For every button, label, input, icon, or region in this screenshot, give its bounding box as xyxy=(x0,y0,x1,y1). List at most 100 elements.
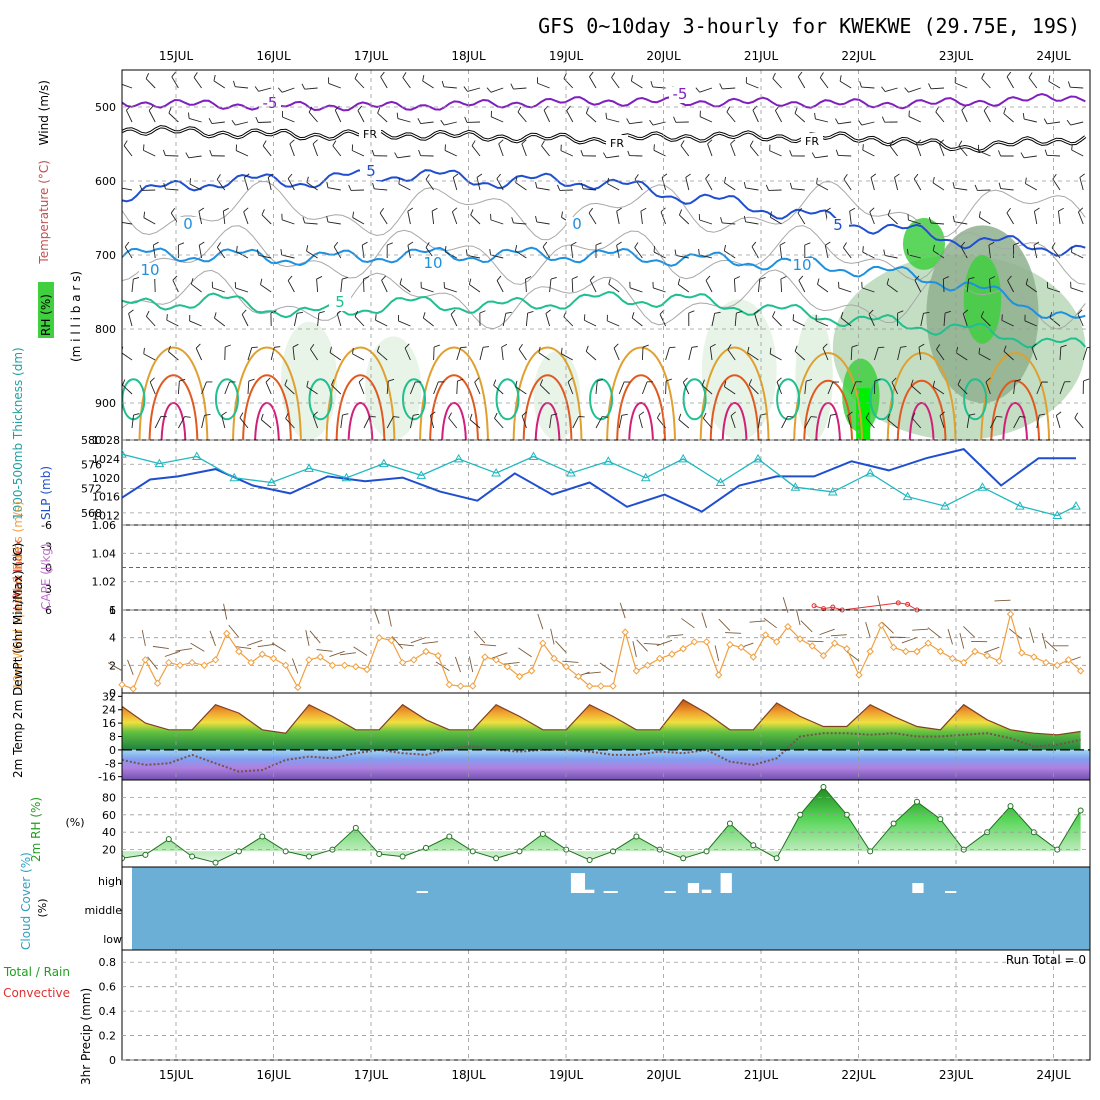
wind-barb xyxy=(682,382,690,395)
contour-label-bg xyxy=(177,217,199,233)
panel-frame xyxy=(121,949,1091,1061)
wind-barb xyxy=(679,214,690,225)
wind-barb-feather xyxy=(862,246,864,253)
wind-barb-feather xyxy=(798,275,804,281)
precip-panel: 0 0.2 0.4 0.6 0.8 xyxy=(99,949,1091,1067)
wind-barb-feather xyxy=(989,276,996,280)
wind10m-barb xyxy=(410,637,427,644)
wind-barb-feather xyxy=(881,116,886,123)
temperature-contour-bubble xyxy=(402,378,427,421)
wind-barb xyxy=(1047,121,1061,125)
bottom-date-label: 18JUL xyxy=(451,1068,486,1082)
cloud-gap xyxy=(945,891,957,893)
wind-barb xyxy=(652,121,666,126)
cape-line xyxy=(813,602,918,611)
wind-barb xyxy=(536,187,550,191)
top-date-labels: 15JUL 16JUL 17JUL 18JUL 19JUL 20JUL 21JUL 22JUL… xyxy=(159,49,1071,63)
wind-barb xyxy=(331,384,342,395)
wind10m-point xyxy=(574,672,583,681)
temp-axis-labels: 2m Temp 2m DewPt (6hr Min/Max) (°C) xyxy=(11,543,25,778)
wind-barb xyxy=(733,278,736,293)
wind10m-barb xyxy=(271,642,286,652)
wind-barb xyxy=(1070,287,1084,293)
wind-barb-feather xyxy=(231,119,236,126)
wind-barb-feather xyxy=(1020,152,1025,159)
wind-barb-feather xyxy=(163,183,166,190)
wind-barb-feather xyxy=(133,413,140,416)
wind-barb xyxy=(354,78,365,89)
wind10m-point xyxy=(328,661,337,670)
wind-barb-feather xyxy=(980,311,985,318)
wind-barb xyxy=(887,419,898,429)
wind-barb-feather xyxy=(870,173,877,178)
wind-barb-feather xyxy=(539,379,544,386)
wind10m-point xyxy=(913,647,921,656)
wind-barb xyxy=(838,287,852,293)
wind-barb-feather xyxy=(444,245,447,253)
wind10m-point xyxy=(515,672,524,681)
y-tick-label: 2 xyxy=(109,659,116,672)
wind10m-point xyxy=(1064,656,1073,664)
wind-barb-feather xyxy=(515,380,518,387)
wind-barb xyxy=(966,279,970,293)
wind-barb-feather xyxy=(372,182,375,189)
wind-barb-feather xyxy=(399,278,403,285)
wind-barb-feather xyxy=(650,81,654,88)
wind-barb xyxy=(168,112,179,123)
wind-barb xyxy=(261,214,272,225)
wind-barb-feather xyxy=(357,105,363,111)
wind-barb-feather xyxy=(190,278,194,285)
wind-barb xyxy=(1001,319,1014,327)
wind10m-barb xyxy=(619,602,626,619)
rh-point xyxy=(235,848,242,855)
temperature-contour xyxy=(122,92,1086,112)
wind10m-point xyxy=(995,657,1003,665)
wind-barb-feather xyxy=(607,177,609,184)
rh-contour xyxy=(122,225,1086,285)
thickness-line xyxy=(122,447,1076,513)
wind-barb xyxy=(960,246,968,259)
contour-label: FR xyxy=(805,135,819,148)
panel-frame xyxy=(121,609,1091,694)
y-tick-label-right: 1024 xyxy=(92,453,120,466)
wind-barb xyxy=(827,381,834,395)
rh-point xyxy=(726,820,733,827)
wind-barb xyxy=(954,221,968,225)
wind-barb xyxy=(884,255,898,259)
slp-point xyxy=(266,477,277,486)
wind-barb-feather xyxy=(1019,416,1026,418)
wind10m-barb xyxy=(247,639,263,646)
wind-barb xyxy=(177,381,180,395)
temperature-contour-bubble xyxy=(963,378,988,421)
wind10m-barb xyxy=(681,618,695,629)
wind-barb xyxy=(839,80,852,89)
wind-barb xyxy=(936,349,945,361)
wind-barb xyxy=(469,284,481,293)
wind-barb-feather xyxy=(494,412,498,419)
wind-barb-feather xyxy=(510,83,514,90)
wind10m-point xyxy=(1018,649,1026,657)
wind-barb-feather xyxy=(810,416,817,418)
wind-barb xyxy=(1082,347,1088,361)
wind-barb xyxy=(513,222,527,225)
wind-barb xyxy=(869,211,875,225)
wind-barb xyxy=(774,110,782,123)
wind10m-barb xyxy=(391,636,403,649)
wind-barb xyxy=(589,280,597,293)
wind-barb-feather xyxy=(1078,207,1084,213)
wind-barb xyxy=(235,287,249,293)
wind-barb-feather xyxy=(170,208,176,214)
wind-barb xyxy=(887,214,898,225)
wind-barb-feather xyxy=(469,413,473,420)
wind-barb xyxy=(699,87,713,93)
wind-barb-feather xyxy=(789,182,793,189)
y-tick-label: 24 xyxy=(102,704,116,717)
wind-barb xyxy=(827,415,831,429)
wind-barb-feather xyxy=(883,249,886,256)
wind-barb xyxy=(908,254,921,259)
wind-barb-feather xyxy=(789,150,793,157)
wind-barb-feather xyxy=(333,241,339,248)
wind-barb-feather xyxy=(723,380,727,387)
wind-barb xyxy=(757,279,761,293)
wind-barb xyxy=(730,415,736,429)
